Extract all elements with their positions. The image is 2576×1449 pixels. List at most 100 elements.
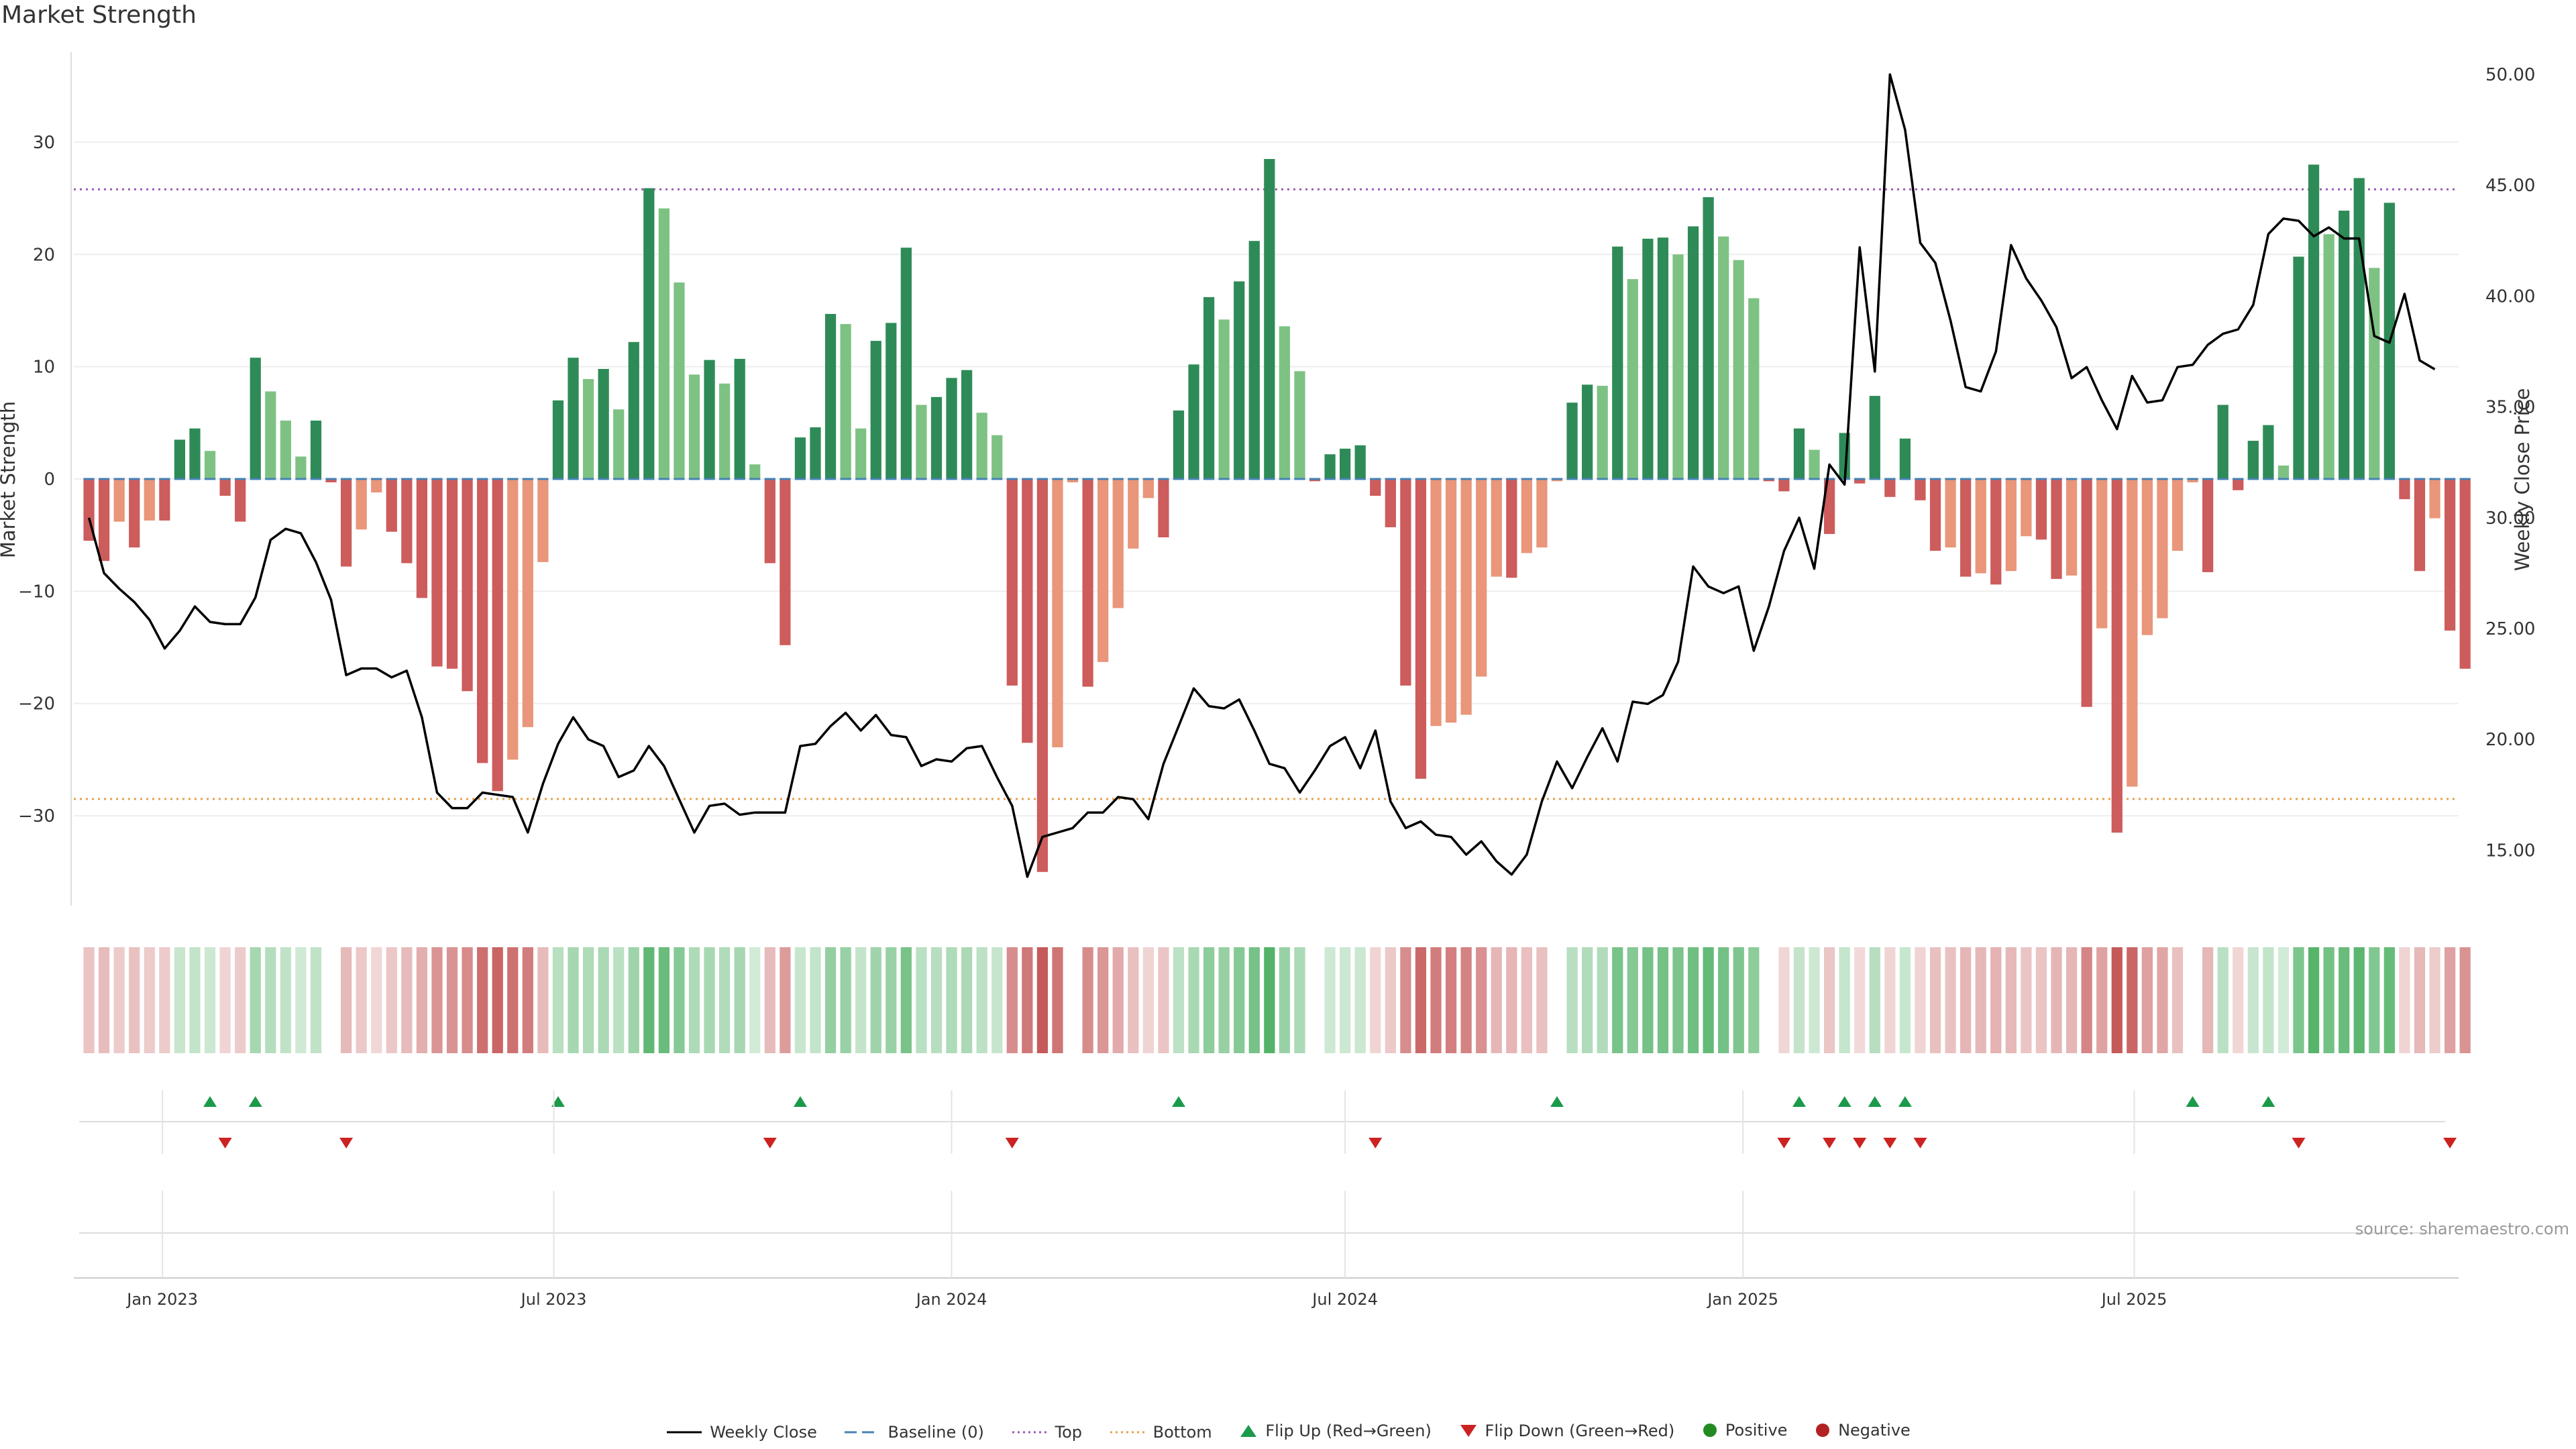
y-tick-label: 10: [33, 358, 55, 378]
strength-bar: [1128, 479, 1139, 549]
strength-bar: [1672, 254, 1684, 479]
chart-title: Market Strength: [1, 1, 197, 29]
heat-cell: [1627, 947, 1638, 1053]
strength-bar: [1657, 237, 1669, 479]
strength-bar: [1491, 479, 1502, 577]
strength-bar: [386, 479, 397, 532]
strength-bar: [1945, 479, 1956, 548]
heat-cell: [2414, 947, 2426, 1053]
strength-heat-strip: [83, 947, 2471, 1053]
heat-cell: [371, 947, 382, 1053]
strength-bar: [2263, 425, 2274, 479]
heat-cell: [265, 947, 276, 1053]
strength-bar: [855, 428, 867, 479]
strength-bar: [1142, 479, 1154, 498]
x-tick-label: Jul 2023: [520, 1290, 587, 1309]
strength-bar: [144, 479, 155, 521]
y-tick-label: 0: [44, 470, 55, 490]
heat-cell: [446, 947, 458, 1053]
heat-cell: [1536, 947, 1548, 1053]
legend-flip-up-label: Flip Up (Red→Green): [1265, 1421, 1432, 1440]
strength-bar: [598, 368, 609, 479]
heat-cell: [1445, 947, 1457, 1053]
strength-bar: [2021, 479, 2032, 537]
flip-down-marker: [1368, 1138, 1383, 1148]
heat-cell: [1597, 947, 1608, 1053]
strength-bar: [764, 479, 775, 564]
strength-bar: [250, 358, 261, 479]
heat-cell: [1612, 947, 1623, 1053]
x-tick-label: Jan 2023: [125, 1290, 198, 1309]
heat-cell: [1234, 947, 1245, 1053]
strength-bar: [1854, 479, 1866, 484]
y2-tick-label: 15.00: [2485, 841, 2535, 861]
strength-bar: [492, 479, 503, 792]
heat-cell: [144, 947, 155, 1053]
x-tick-label: Jul 2024: [1311, 1290, 1378, 1309]
strength-bar: [840, 324, 851, 479]
strength-bar: [961, 370, 973, 479]
heat-cell: [1022, 947, 1033, 1053]
strength-bar: [1718, 236, 1729, 479]
flip-down-marker: [2292, 1138, 2306, 1148]
legend-top-label: Top: [1055, 1423, 1083, 1442]
heat-cell: [537, 947, 549, 1053]
heat-cell: [1975, 947, 1986, 1053]
strength-bar: [688, 374, 700, 479]
heat-cell: [1279, 947, 1291, 1053]
heat-cell: [1264, 947, 1275, 1053]
heat-cell: [749, 947, 761, 1053]
heat-cell: [2233, 947, 2244, 1053]
heat-cell: [1778, 947, 1790, 1053]
y-axis-label: Market Strength: [0, 401, 19, 558]
heat-cell: [704, 947, 715, 1053]
legend-negative-label: Negative: [1838, 1421, 1911, 1440]
flip-up-marker: [793, 1096, 807, 1107]
weekly-close-swatch: [667, 1431, 702, 1434]
strength-bar: [99, 479, 110, 561]
legend-bottom: Bottom: [1109, 1423, 1212, 1442]
strength-bar: [1551, 479, 1563, 482]
legend-baseline: Baseline (0): [843, 1423, 984, 1442]
heat-cell: [613, 947, 625, 1053]
y-tick-label: 30: [33, 133, 55, 153]
strength-bar: [2339, 210, 2350, 479]
strength-bar: [1203, 297, 1215, 479]
y2-tick-label: 25.00: [2485, 619, 2535, 639]
strength-bar: [824, 313, 837, 479]
heat-cell: [2021, 947, 2032, 1053]
strength-bar: [2247, 441, 2259, 479]
heat-cell: [824, 947, 837, 1053]
strength-bar: [1158, 479, 1169, 538]
strength-bar: [704, 360, 715, 479]
strength-bar: [2096, 479, 2108, 629]
heat-cell: [870, 947, 881, 1053]
strength-bar: [674, 282, 685, 479]
strength-bar: [930, 396, 943, 479]
heat-cell: [794, 947, 806, 1053]
strength-bar: [1763, 479, 1774, 482]
y2-tick-label: 30.00: [2485, 508, 2535, 529]
flip-down-marker: [339, 1138, 354, 1148]
flip-down-marker: [1005, 1138, 1019, 1148]
strength-bar: [1036, 479, 1049, 872]
heat-cell: [582, 947, 594, 1053]
legend-bottom-label: Bottom: [1152, 1423, 1212, 1442]
heat-cell: [840, 947, 851, 1053]
heat-cell: [2429, 947, 2440, 1053]
heat-cell: [643, 947, 655, 1053]
heat-cell: [1929, 947, 1941, 1053]
heat-cell: [991, 947, 1003, 1053]
legend-weekly-close: Weekly Close: [665, 1423, 817, 1442]
heat-cell: [2081, 947, 2092, 1053]
heat-cell: [976, 947, 987, 1053]
strength-bar: [1294, 371, 1305, 479]
flip-up-marker: [2261, 1096, 2275, 1107]
strength-bar: [1097, 479, 1109, 662]
heat-cell: [1672, 947, 1684, 1053]
heat-cell: [855, 947, 867, 1053]
flip-down-marker: [218, 1138, 232, 1148]
heat-cell: [2127, 947, 2138, 1053]
heat-cell: [431, 947, 443, 1053]
strength-bar: [235, 479, 246, 522]
